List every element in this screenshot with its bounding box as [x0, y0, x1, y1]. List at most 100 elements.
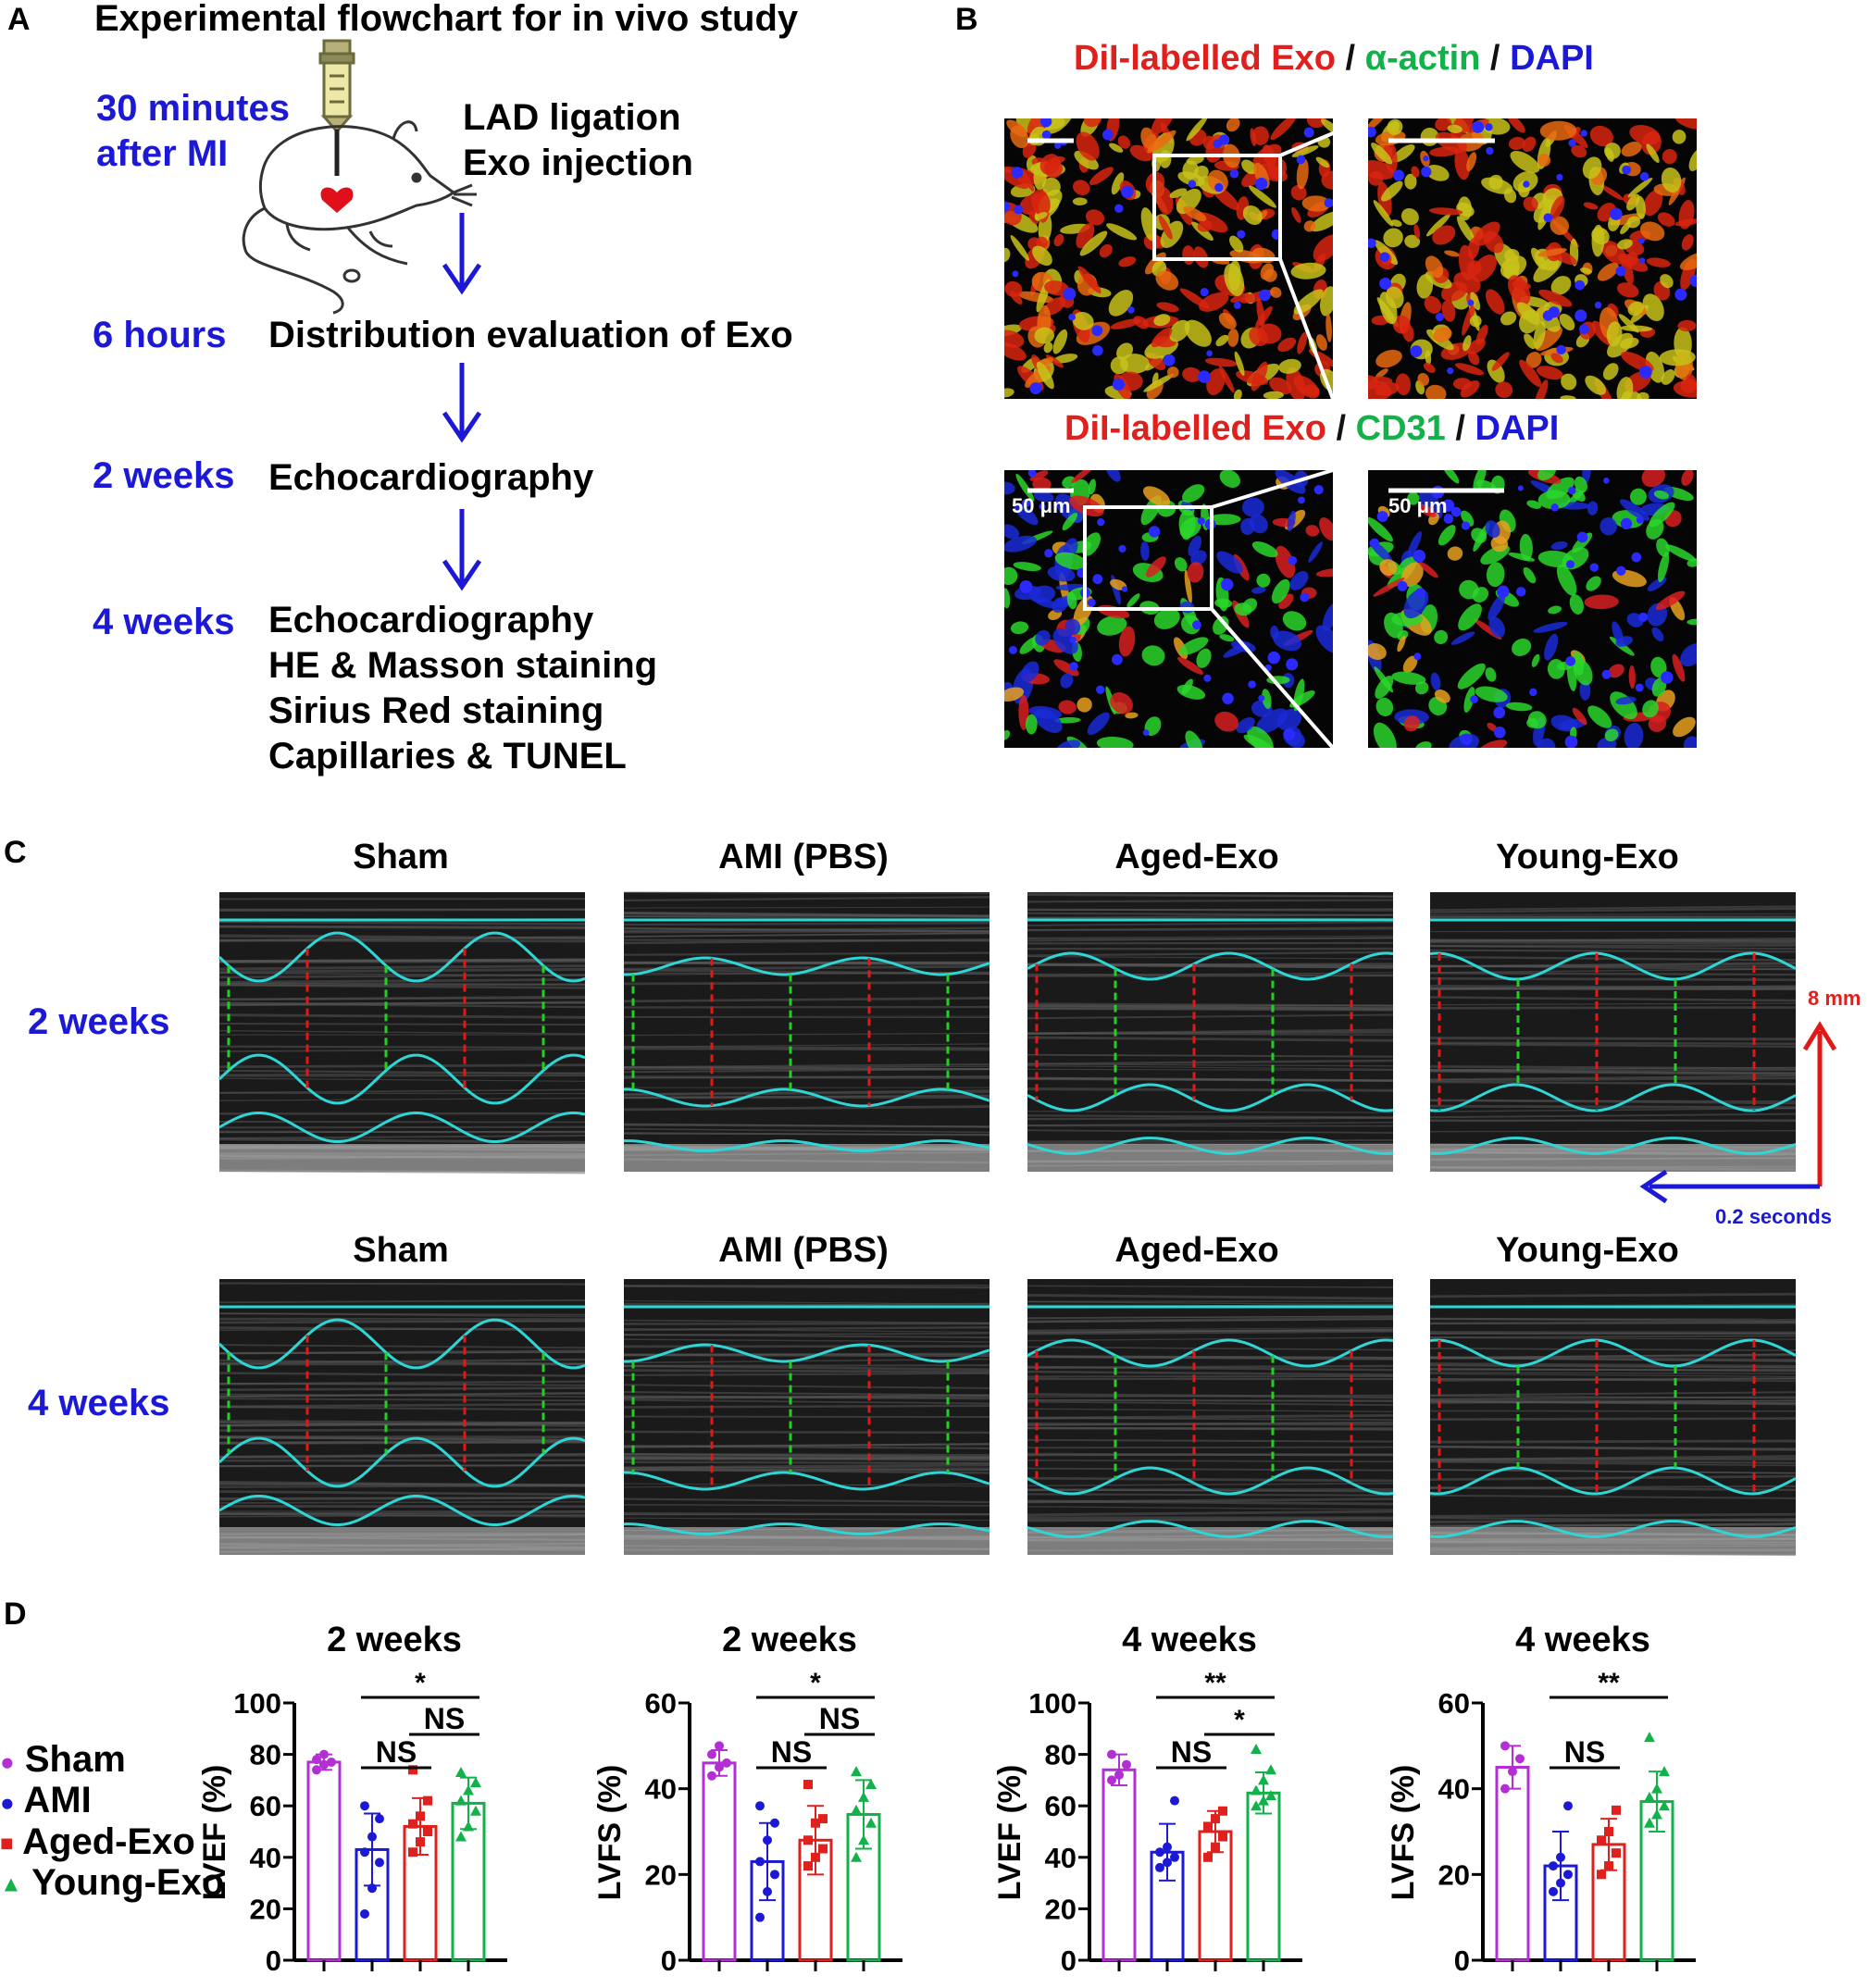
speckle-line: [623, 962, 990, 965]
trace-line: [1429, 1520, 1797, 1538]
cell-mark: [1072, 197, 1088, 206]
cell-mark: [1419, 561, 1438, 578]
speckle-line: [1429, 1112, 1797, 1119]
data-point: [803, 1780, 813, 1790]
speckle-line: [623, 1369, 990, 1373]
panel-a-label: A: [7, 2, 31, 37]
cell-mark: [1662, 149, 1677, 165]
procedures-30: LAD ligation Exo injection: [463, 95, 693, 186]
row-label-4-weeks: 4 weeks: [28, 1383, 170, 1423]
data-point: [707, 1749, 716, 1759]
speckle-line: [623, 1497, 990, 1504]
data-point: [1163, 1858, 1172, 1868]
nucleus-mark: [1610, 207, 1623, 220]
legend-label: AMI: [23, 1780, 92, 1821]
arrow-head-icon-1: [442, 263, 482, 295]
data-point: [858, 1791, 869, 1802]
step-6h-text: Distribution evaluation of Exo: [268, 315, 793, 355]
y-tick-label: 0: [1061, 1945, 1077, 1977]
cell-mark: [1624, 723, 1644, 748]
cell-mark: [1278, 593, 1294, 610]
cell-mark: [1004, 566, 1018, 585]
speckle-line: [1027, 1497, 1394, 1504]
cell-mark: [1166, 367, 1179, 379]
speckle-line: [1429, 1439, 1797, 1444]
nucleus-mark: [1218, 134, 1230, 145]
speckle-line: [218, 1045, 586, 1050]
speckle-line: [218, 1097, 586, 1101]
cell-mark: [1470, 292, 1481, 311]
data-point: [1563, 1801, 1573, 1811]
data-point: [1203, 1821, 1213, 1832]
cell-mark: [1688, 148, 1697, 171]
cell-mark: [1215, 334, 1229, 347]
legend-item-aged: ■ Aged-Exo: [0, 1822, 227, 1863]
cell-mark: [1531, 653, 1540, 667]
trace-line: [1027, 951, 1394, 981]
cell-mark: [1077, 266, 1102, 294]
data-point: [1258, 1774, 1269, 1785]
mmode-image: [623, 1279, 990, 1555]
legend-actin: α-actin: [1364, 39, 1481, 78]
cell-mark: [1019, 636, 1039, 654]
y-tick-label: 60: [250, 1790, 281, 1822]
speckle-line: [1429, 1512, 1797, 1518]
scale-label-seconds: 0.2 seconds: [1715, 1205, 1832, 1228]
nucleus-mark: [1413, 652, 1422, 661]
procedure-lad-ligation: LAD ligation: [463, 97, 681, 138]
cell-mark: [1550, 353, 1563, 364]
group-title-young: Young-Exo: [1496, 838, 1679, 876]
cell-mark: [1649, 502, 1675, 528]
step-4w-list: Echocardiography HE & Masson staining Si…: [268, 598, 657, 779]
cell-mark: [1680, 643, 1697, 667]
nucleus-mark: [1019, 580, 1033, 594]
speckle-line: [1429, 972, 1797, 976]
cell-mark: [1036, 236, 1048, 249]
nucleus-mark: [1461, 521, 1471, 530]
speckle-line: [623, 1043, 990, 1048]
cell-mark: [1035, 629, 1051, 646]
cell-mark: [1375, 381, 1400, 396]
cell-mark: [1580, 267, 1592, 274]
cell-mark: [1083, 118, 1102, 128]
speckle-line: [1027, 1142, 1394, 1145]
speckle-line: [623, 1483, 990, 1487]
speckle-line: [218, 1002, 586, 1009]
cell-mark: [1029, 470, 1049, 481]
cell-mark: [1538, 289, 1573, 307]
data-point: [1549, 1861, 1558, 1871]
data-point: [1251, 1784, 1262, 1795]
cell-mark: [1500, 311, 1517, 326]
speckle-line: [1429, 1323, 1797, 1325]
legend-dil: DiI-labelled Exo: [1074, 39, 1336, 78]
step-4w-item: Capillaries & TUNEL: [268, 736, 627, 777]
nucleus-mark: [1111, 653, 1123, 665]
nucleus-mark: [1523, 180, 1530, 188]
data-point: [312, 1765, 321, 1775]
speckle-line: [1429, 1075, 1797, 1081]
panel-c-label: C: [4, 835, 27, 870]
speckle-line: [1429, 939, 1797, 942]
cell-mark: [1074, 150, 1099, 170]
cell-mark: [1460, 380, 1480, 398]
data-point: [1265, 1790, 1276, 1801]
legend-label: Aged-Exo: [22, 1820, 195, 1862]
cell-mark: [1524, 333, 1537, 350]
cell-mark: [1373, 578, 1405, 597]
trace-line: [1027, 1338, 1394, 1368]
cell-mark: [1381, 180, 1403, 202]
cell-mark: [1256, 573, 1271, 588]
cell-mark: [1537, 738, 1556, 748]
cell-mark: [1507, 118, 1525, 133]
cell-mark: [1072, 180, 1090, 195]
nucleus-mark: [1012, 270, 1019, 278]
speckle-line: [623, 938, 990, 945]
cell-mark: [1450, 631, 1475, 645]
cell-mark: [1512, 638, 1532, 656]
cell-mark: [1383, 228, 1403, 248]
nucleus-mark: [1564, 735, 1578, 748]
nucleus-mark: [1550, 503, 1559, 512]
trace-line: [624, 1087, 990, 1108]
cell-mark: [1111, 172, 1125, 195]
